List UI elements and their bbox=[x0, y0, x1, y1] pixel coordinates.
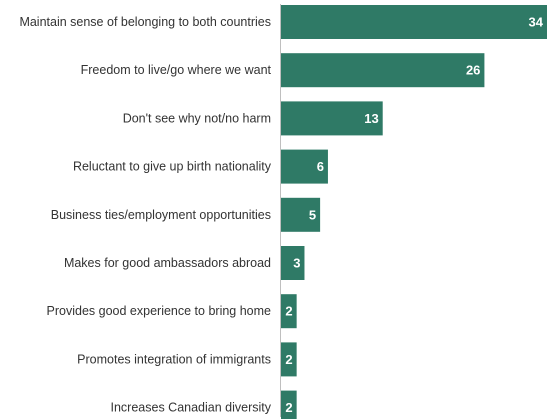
bar bbox=[281, 390, 297, 419]
bars-group: Maintain sense of belonging to both coun… bbox=[19, 5, 547, 419]
category-label: Provides good experience to bring home bbox=[47, 304, 271, 318]
value-label: 26 bbox=[466, 63, 480, 78]
category-label: Increases Canadian diversity bbox=[111, 401, 272, 415]
bar bbox=[281, 197, 321, 232]
value-label: 2 bbox=[285, 400, 292, 415]
value-label: 2 bbox=[285, 304, 292, 319]
bar bbox=[281, 246, 305, 280]
category-label: Business ties/employment opportunities bbox=[51, 208, 271, 222]
value-label: 2 bbox=[285, 352, 292, 367]
bar bbox=[281, 149, 328, 184]
category-label: Makes for good ambassadors abroad bbox=[64, 256, 271, 270]
value-label: 5 bbox=[309, 207, 316, 222]
bar bbox=[281, 294, 297, 329]
category-label: Reluctant to give up birth nationality bbox=[73, 160, 272, 174]
bar bbox=[281, 101, 383, 136]
category-label: Maintain sense of belonging to both coun… bbox=[19, 15, 271, 29]
category-label: Promotes integration of immigrants bbox=[77, 352, 271, 366]
category-label: Freedom to live/go where we want bbox=[81, 63, 272, 77]
category-label: Don't see why not/no harm bbox=[123, 111, 271, 125]
value-label: 13 bbox=[364, 111, 378, 126]
bar bbox=[281, 5, 547, 39]
value-label: 34 bbox=[529, 15, 544, 30]
value-label: 3 bbox=[293, 256, 300, 271]
value-label: 6 bbox=[317, 159, 324, 174]
bar bbox=[281, 53, 485, 88]
bar bbox=[281, 342, 297, 377]
